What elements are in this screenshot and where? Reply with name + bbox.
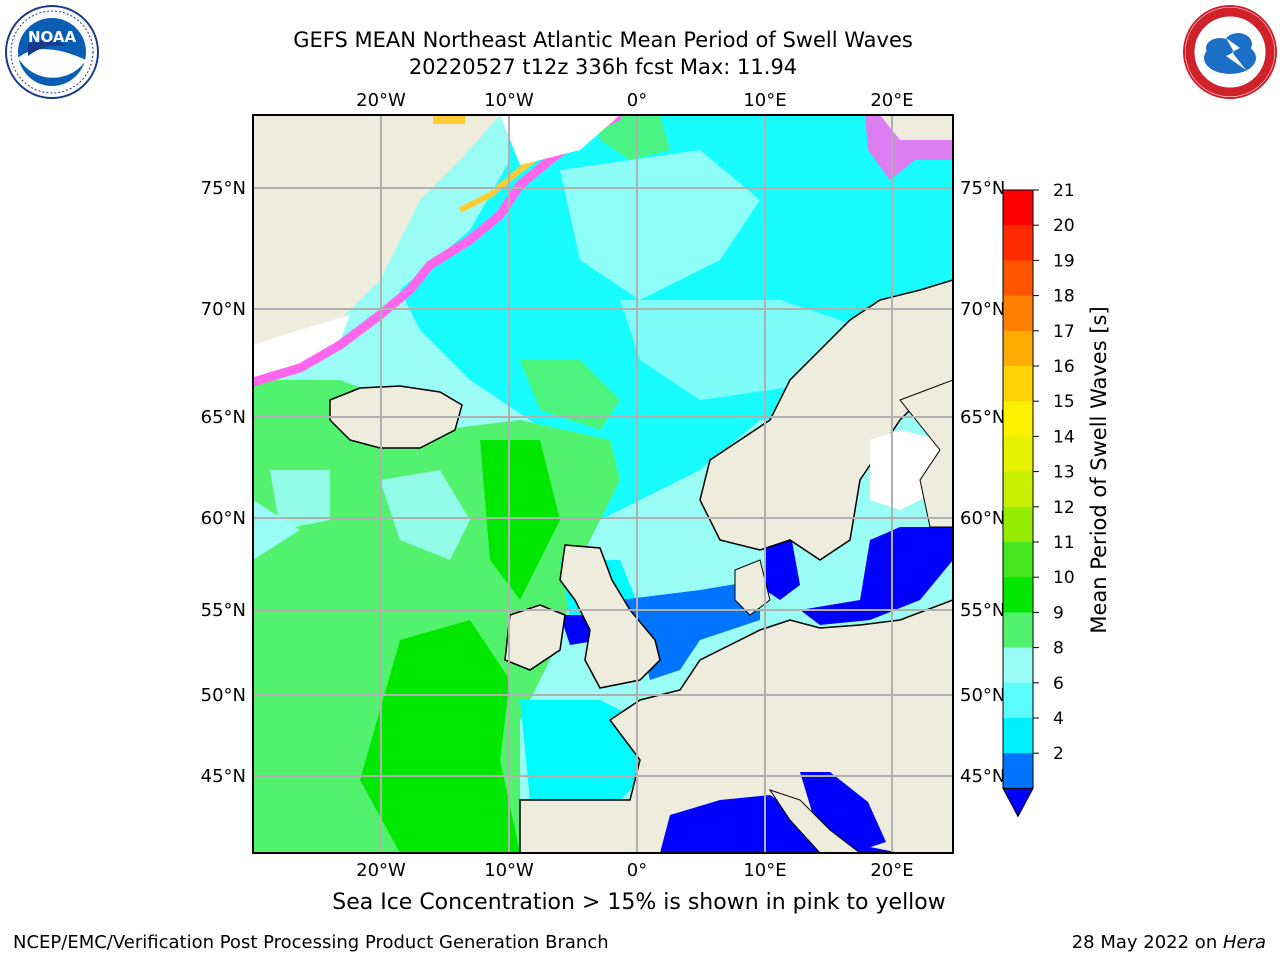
lat-label: 60°N (201, 508, 246, 529)
colorbar-swatch (1003, 648, 1033, 684)
colorbar-tick-label: 12 (1053, 498, 1075, 518)
colorbar-swatch (1003, 331, 1033, 367)
lat-label: 65°N (960, 407, 1005, 428)
footer-credit: NCEP/EMC/Verification Post Processing Pr… (13, 932, 609, 953)
colorbar-tick-label: 11 (1053, 533, 1075, 553)
footer-machine: Hera (1223, 932, 1266, 953)
colorbar-tick-label: 15 (1053, 392, 1075, 412)
lat-label: 45°N (960, 766, 1005, 787)
lon-label: 10°E (743, 860, 786, 881)
lon-label: 10°E (743, 90, 786, 111)
colorbar-tick-label: 17 (1053, 322, 1075, 342)
lat-label: 75°N (201, 178, 246, 199)
colorbar-swatch (1003, 753, 1033, 789)
lat-labels-right: 75°N 70°N 65°N 60°N 55°N 50°N 45°N (960, 178, 1005, 787)
footer-date: 28 May 2022 on Hera (1072, 932, 1266, 953)
colorbar-label: Mean Period of Swell Waves [s] (1087, 306, 1111, 633)
ocean-light-cyan-patch (270, 470, 330, 530)
lon-label: 10°W (484, 860, 534, 881)
lon-labels-top: 20°W 10°W 0° 10°E 20°E (356, 90, 913, 111)
lat-label: 55°N (960, 600, 1005, 621)
colorbar-tick-label: 21 (1053, 181, 1075, 201)
colorbar-tick-label: 10 (1053, 568, 1075, 588)
footer-date-text: 28 May 2022 on (1072, 932, 1223, 953)
sea-ice-caption: Sea Ice Concentration > 15% is shown in … (253, 890, 1025, 915)
lon-label: 0° (627, 860, 647, 881)
colorbar-swatch (1003, 507, 1033, 543)
colorbar-swatch (1003, 225, 1033, 261)
lat-label: 55°N (201, 600, 246, 621)
map-area (253, 115, 953, 853)
lat-label: 50°N (960, 685, 1005, 706)
colorbar-tick-label: 2 (1053, 744, 1064, 764)
colorbar-tick-label: 14 (1053, 427, 1075, 447)
lat-label: 70°N (201, 299, 246, 320)
lat-label: 70°N (960, 299, 1005, 320)
lat-labels-left: 75°N 70°N 65°N 60°N 55°N 50°N 45°N (201, 178, 246, 787)
colorbar-swatch (1003, 612, 1033, 648)
colorbar-swatch (1003, 683, 1033, 719)
colorbar-swatch (1003, 472, 1033, 508)
colorbar-tick-label: 8 (1053, 639, 1064, 659)
lon-label: 20°E (870, 860, 913, 881)
colorbar-swatch (1003, 401, 1033, 437)
colorbar-tick-label: 20 (1053, 216, 1075, 236)
colorbar-swatch (1003, 190, 1033, 226)
lat-label: 60°N (960, 508, 1005, 529)
colorbar-tick-label: 19 (1053, 251, 1075, 271)
colorbar-swatch (1003, 718, 1033, 754)
colorbar-swatch (1003, 577, 1033, 613)
lon-label: 20°W (356, 90, 406, 111)
lat-label: 75°N (960, 178, 1005, 199)
colorbar-tick-label: 13 (1053, 463, 1075, 483)
colorbar-swatch (1003, 366, 1033, 402)
colorbar-tick-label: 9 (1053, 603, 1064, 623)
lat-label: 50°N (201, 685, 246, 706)
colorbar-tick-label: 16 (1053, 357, 1075, 377)
lon-label: 0° (627, 90, 647, 111)
colorbar-swatch (1003, 436, 1033, 472)
colorbar-swatch (1003, 296, 1033, 332)
colorbar-under-arrow (1003, 788, 1033, 816)
lon-label: 10°W (484, 90, 534, 111)
swell-period-map: 20°W 10°W 0° 10°E 20°E 20°W 10°W 0° 10°E… (0, 0, 1280, 960)
lon-labels-bottom: 20°W 10°W 0° 10°E 20°E (356, 860, 913, 881)
colorbar-tick-label: 6 (1053, 674, 1064, 694)
lon-label: 20°E (870, 90, 913, 111)
colorbar-swatch (1003, 542, 1033, 578)
colorbar: 21 20 19 18 17 16 15 14 13 12 11 10 9 8 6 4 2 (1003, 181, 1075, 816)
lat-label: 45°N (201, 766, 246, 787)
lon-label: 20°W (356, 860, 406, 881)
colorbar-swatch (1003, 260, 1033, 296)
sea-ice-patch (433, 115, 465, 124)
lat-label: 65°N (201, 407, 246, 428)
colorbar-tick-label: 4 (1053, 709, 1064, 729)
colorbar-tick-label: 18 (1053, 287, 1075, 307)
